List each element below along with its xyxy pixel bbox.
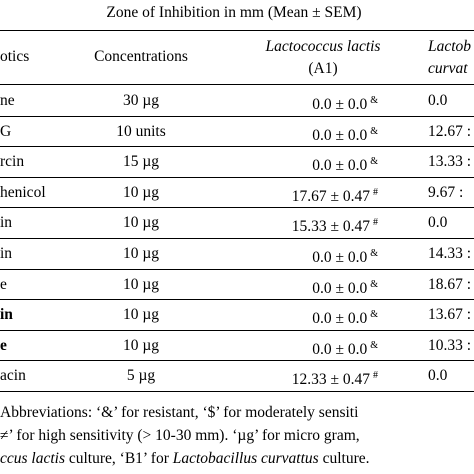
footnote-line3-end: culture.	[318, 450, 370, 467]
cell-a1-value: 0.0 ± 0.0 &	[312, 276, 378, 298]
cell-concentration: 10 µg	[122, 336, 160, 354]
cell-b1-value: 0.0	[428, 92, 448, 109]
cell-a1-number: 0.0 ± 0.0	[312, 279, 368, 297]
cell-antibiotic: G	[0, 122, 12, 140]
footnote-line3-rest: culture, ‘B1’ for	[65, 450, 173, 467]
cell-a1-number: 0.0 ± 0.0	[312, 310, 368, 328]
cell-b1-value: 9.67 :	[428, 183, 464, 201]
cell-concentration: 10 µg	[122, 306, 160, 324]
footnote-line3: ccus lactis culture, ‘B1’ for Lactobacil…	[0, 450, 370, 468]
row-separator	[0, 238, 474, 239]
cell-concentration: 5 µg	[126, 367, 156, 385]
cell-b1-value: 0.0	[428, 367, 448, 385]
row-separator	[0, 268, 474, 270]
cell-a1-number: 12.33 ± 0.47	[291, 371, 370, 389]
cell-a1-mark: &	[370, 278, 378, 290]
row-separator	[0, 299, 474, 301]
cell-a1-number: 0.0 ± 0.0	[312, 96, 368, 113]
col-header-b1-name-line1: Lactob	[428, 38, 472, 55]
cell-a1-mark: &	[370, 339, 378, 351]
cell-a1-mark: &	[370, 309, 378, 321]
footnote-hash-mark: ≠	[0, 427, 9, 444]
cell-concentration: 10 µg	[122, 245, 160, 262]
row-separator	[0, 360, 474, 362]
cell-a1-value: 12.33 ± 0.47 #	[292, 367, 378, 389]
col-header-a1-name: Lactococcus lactis	[265, 38, 381, 55]
footnote-line2-text: ’ for high sensitivity (> 10-30 mm). ‘µg…	[8, 427, 360, 444]
row-separator	[0, 176, 474, 178]
cell-antibiotic: in	[0, 245, 13, 262]
footnote-line2: ≠’ for high sensitivity (> 10-30 mm). ‘µ…	[0, 427, 360, 445]
cell-b1-value: 0.0	[428, 214, 448, 232]
cell-concentration: 10 µg	[122, 214, 160, 232]
cell-antibiotic: acin	[0, 367, 26, 385]
cell-a1-value: 0.0 ± 0.0 &	[312, 337, 378, 359]
cell-a1-value: 0.0 ± 0.0 &	[312, 245, 378, 267]
cell-b1-value: 14.33 :	[428, 245, 472, 262]
cell-antibiotic: in	[0, 306, 13, 324]
cell-antibiotic: henicol	[0, 183, 46, 201]
cell-concentration: 10 µg	[122, 275, 160, 293]
cell-a1-number: 0.0 ± 0.0	[312, 157, 368, 175]
row-separator	[0, 207, 474, 209]
row-separator	[0, 329, 474, 331]
header-rule-bottom	[0, 84, 474, 85]
header-rule-top	[0, 30, 474, 31]
col-header-a1-code: (A1)	[308, 60, 338, 77]
col-header-concentrations: Concentrations	[94, 48, 188, 65]
cell-a1-number: 0.0 ± 0.0	[312, 249, 368, 266]
cell-a1-mark: &	[370, 156, 378, 168]
cell-a1-number: 15.33 ± 0.47	[291, 218, 370, 236]
row-separator	[0, 391, 474, 392]
cell-a1-value: 0.0 ± 0.0 &	[312, 306, 378, 328]
cell-b1-value: 13.33 :	[428, 153, 472, 171]
cell-concentration: 10 units	[116, 122, 166, 140]
cell-antibiotic: ne	[0, 92, 15, 109]
cell-a1-value: 0.0 ± 0.0 &	[312, 123, 378, 145]
cell-a1-mark: &	[370, 248, 378, 259]
cell-a1-number: 0.0 ± 0.0	[312, 340, 368, 358]
cell-concentration: 15 µg	[122, 153, 160, 171]
cell-a1-mark: #	[373, 370, 378, 382]
cell-concentration: 30 µg	[122, 92, 160, 109]
cell-a1-value: 17.67 ± 0.47 #	[292, 184, 378, 206]
cell-a1-mark: #	[373, 186, 378, 198]
cell-antibiotic: rcin	[0, 153, 25, 171]
cell-a1-value: 15.33 ± 0.47 #	[292, 214, 378, 236]
col-header-b1-name-line2: curvat	[428, 60, 468, 77]
cell-antibiotic: e	[0, 336, 7, 354]
group-title: Zone of Inhibition in mm (Mean ± SEM)	[106, 4, 362, 21]
cell-b1-value: 12.67 :	[428, 122, 472, 140]
cell-concentration: 10 µg	[122, 183, 160, 201]
cell-b1-value: 13.67 :	[428, 306, 472, 324]
cell-a1-value: 0.0 ± 0.0 &	[312, 153, 378, 175]
cell-a1-mark: &	[370, 125, 378, 137]
cell-b1-value: 18.67 :	[428, 275, 472, 293]
cell-a1-mark: &	[370, 95, 378, 106]
footnote-line3-italic2: Lactobacillus curvattus	[172, 450, 319, 467]
cell-a1-number: 0.0 ± 0.0	[312, 126, 368, 144]
footnote-line1: Abbreviations: ‘&’ for resistant, ‘$’ fo…	[0, 404, 359, 421]
cell-antibiotic: e	[0, 275, 7, 293]
cell-antibiotic: in	[0, 214, 13, 232]
cell-b1-value: 10.33 :	[428, 336, 472, 354]
row-separator	[0, 146, 474, 148]
footnote-line3-italic: ccus lactis	[0, 450, 65, 467]
cell-a1-value: 0.0 ± 0.0 &	[312, 92, 378, 114]
col-header-antibiotics: otics	[0, 48, 30, 65]
cell-a1-number: 17.67 ± 0.47	[291, 187, 370, 205]
row-separator	[0, 115, 474, 117]
cell-a1-mark: #	[373, 217, 378, 229]
